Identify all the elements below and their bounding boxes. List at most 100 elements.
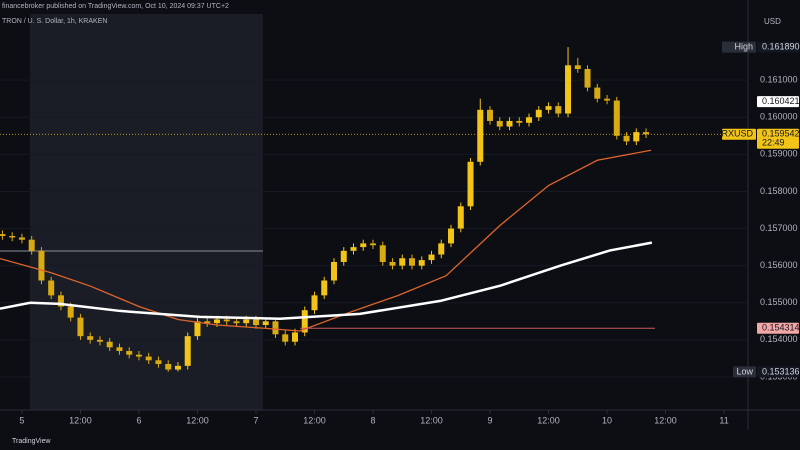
candle-body: [457, 206, 464, 229]
x-tick-label: 8: [370, 415, 375, 425]
x-tick-label: 6: [136, 415, 141, 425]
price-tag: High: [734, 41, 753, 51]
x-tick-label: 7: [253, 415, 258, 425]
candle-body: [545, 106, 552, 110]
candle-body: [126, 351, 133, 355]
candle-body: [487, 109, 494, 121]
candle-body: [623, 135, 630, 142]
tag-box: [733, 366, 756, 378]
candle-body: [370, 243, 376, 246]
candle-body: [0, 234, 6, 236]
candle-body: [604, 98, 611, 101]
price-tag: TRXUSD: [716, 129, 754, 139]
candle-body: [155, 360, 162, 364]
x-tick-label: 9: [488, 415, 493, 425]
y-tick-label: 0.159000: [760, 149, 798, 159]
y-tick-label: 0.156000: [760, 260, 798, 270]
y-tick-label: 0.154000: [760, 334, 798, 344]
candle-body: [165, 363, 172, 370]
candle-body: [9, 235, 16, 238]
candle-body: [555, 106, 562, 114]
candle-body: [565, 65, 572, 114]
candle-body: [194, 321, 201, 337]
price-label: 0.153136: [762, 366, 800, 376]
candle-body: [243, 319, 250, 324]
candle-body: [18, 237, 25, 240]
candle-body: [516, 120, 523, 123]
candle-body: [613, 100, 620, 136]
x-tick-label: 12:00: [654, 415, 677, 425]
candle-body: [496, 120, 503, 127]
price-label: 0.154314: [762, 323, 800, 333]
candle-body: [291, 332, 298, 342]
candle-body: [106, 341, 113, 348]
y-tick-label: 0.160000: [760, 112, 798, 122]
candle-body: [535, 109, 542, 118]
candle-body: [584, 69, 591, 88]
candle-body: [282, 334, 289, 342]
price-label-box: [757, 322, 799, 334]
candle-body: [77, 317, 84, 337]
countdown: 22:49: [762, 138, 785, 148]
candle-body: [116, 347, 123, 352]
candle-body: [389, 261, 396, 266]
candle-body: [399, 258, 406, 266]
x-tick-label: 11: [719, 415, 728, 425]
moving-average: [0, 149, 652, 332]
candle-body: [643, 132, 650, 135]
y-tick-label: 0.155000: [760, 297, 798, 307]
tag-box: [722, 41, 756, 53]
currency: USD: [764, 17, 781, 26]
candle-body: [38, 250, 45, 281]
candle-body: [409, 258, 416, 266]
price-label: 0.159542: [762, 129, 800, 139]
moving-average: [0, 241, 653, 320]
price-label-box: [757, 366, 799, 378]
candle-body: [48, 280, 55, 296]
candle-body: [418, 260, 425, 266]
candle-body: [57, 295, 64, 307]
candle-body: [311, 295, 318, 311]
x-tick-label: 10: [602, 415, 612, 425]
candle-body: [204, 321, 211, 324]
candle-body: [67, 306, 74, 318]
candle-body: [340, 250, 347, 262]
y-tick-label: 0.161000: [760, 75, 798, 85]
price-tag: Low: [736, 366, 753, 376]
y-tick-label: 0.158000: [760, 186, 798, 196]
candle-body: [233, 321, 240, 324]
candle-body: [350, 247, 357, 251]
candle-body: [467, 161, 474, 207]
price-label-box: [757, 41, 799, 53]
x-tick-label: 12:00: [303, 415, 326, 425]
price-label-box: [757, 128, 799, 149]
x-tick-label: 12:00: [186, 415, 209, 425]
footer: TradingView: [12, 438, 51, 445]
price-label: 0.161890: [762, 41, 800, 51]
tag-box: [722, 128, 756, 140]
price-label: 0.160421: [762, 96, 800, 106]
candle-body: [506, 120, 513, 127]
candle-body: [135, 354, 142, 357]
candle-body: [262, 321, 269, 326]
candle-body: [301, 310, 308, 333]
candle-body: [633, 132, 640, 142]
candle-body: [448, 228, 455, 244]
x-tick-label: 12:00: [69, 415, 92, 425]
candle-body: [87, 336, 94, 340]
candle-body: [330, 261, 337, 281]
candle-body: [438, 243, 445, 255]
candle-body: [272, 321, 279, 335]
price-label-box: [757, 96, 799, 108]
candle-body: [574, 65, 581, 70]
candle-body: [96, 339, 103, 342]
candle-body: [379, 245, 386, 262]
candle-body: [223, 319, 230, 322]
x-tick-label: 5: [19, 415, 24, 425]
x-tick-label: 12:00: [537, 415, 560, 425]
candle-body: [174, 365, 181, 370]
symbol-info: TRON / U. S. Dollar, 1h, KRAKEN: [2, 18, 107, 25]
candle-body: [145, 356, 152, 361]
candle-body: [252, 319, 259, 326]
